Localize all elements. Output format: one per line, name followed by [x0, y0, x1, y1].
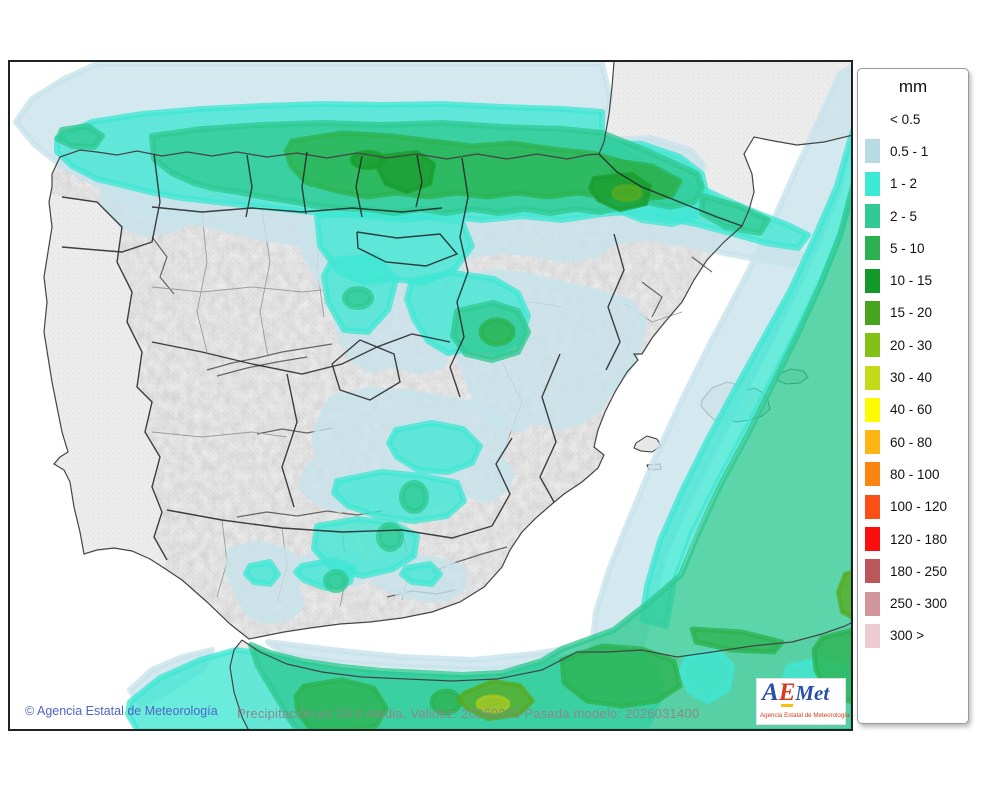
- legend-row: 250 - 300: [858, 587, 968, 619]
- precipitation-map: [8, 60, 853, 731]
- legend-label: 180 - 250: [890, 563, 948, 579]
- legend-label: 5 - 10: [890, 240, 925, 256]
- map-canvas: [10, 62, 851, 729]
- legend-label: 80 - 100: [890, 466, 940, 482]
- legend-row: 0.5 - 1: [858, 135, 968, 167]
- copyright-notice: © Agencia Estatal de Meteorología: [25, 704, 218, 718]
- aemet-logo: AEMet Agencia Estatal de Meteorología: [757, 677, 849, 724]
- logo-letter-a: A: [762, 679, 779, 706]
- legend-row: 20 - 30: [858, 329, 968, 361]
- legend-swatch: [865, 430, 880, 455]
- legend-swatch: [865, 559, 880, 584]
- map-caption: Precipitación en 24 h media. Validez: 20…: [237, 706, 700, 721]
- legend-row: 2 - 5: [858, 200, 968, 232]
- legend-swatch: [865, 494, 880, 519]
- legend-row: 30 - 40: [858, 361, 968, 393]
- legend-row: 180 - 250: [858, 555, 968, 587]
- legend-swatch: [865, 204, 880, 229]
- logo-subtitle: Agencia Estatal de Meteorología: [760, 712, 850, 719]
- legend-label: 20 - 30: [890, 337, 933, 353]
- legend-label: 300 >: [890, 628, 925, 644]
- legend-swatch: [865, 300, 880, 325]
- legend-row: 10 - 15: [858, 264, 968, 296]
- coastlines: [43, 62, 851, 729]
- legend-label: 1 - 2: [890, 176, 918, 192]
- legend-swatch: [865, 591, 880, 616]
- legend-row: 300 >: [858, 620, 968, 652]
- legend-label: 10 - 15: [890, 273, 933, 289]
- region-borders: [61, 151, 743, 561]
- legend-swatch: [865, 527, 880, 551]
- legend-label: 2 - 5: [890, 208, 918, 224]
- legend-row: 120 - 180: [858, 523, 968, 555]
- legend-title: mm: [898, 77, 928, 96]
- precip-20-30: [475, 694, 511, 714]
- legend-label: 100 - 120: [890, 499, 948, 515]
- legend-swatch: [865, 397, 880, 422]
- legend-row: 100 - 120: [858, 491, 968, 523]
- legend-row: 15 - 20: [858, 297, 968, 329]
- legend-row: 40 - 60: [858, 394, 968, 426]
- legend-label: 60 - 80: [890, 434, 933, 450]
- legend-label: < 0.5: [890, 111, 921, 127]
- legend-swatch: [865, 236, 880, 261]
- legend-swatch: [865, 365, 880, 390]
- legend-label: 120 - 180: [890, 531, 948, 547]
- legend-label: 0.5 - 1: [890, 143, 929, 159]
- legend-swatch: [865, 462, 880, 487]
- legend-swatch-empty: [865, 107, 880, 131]
- legend-label: 40 - 60: [890, 402, 933, 418]
- legend-label: 15 - 20: [890, 305, 933, 321]
- legend-swatch: [865, 139, 880, 164]
- logo-letters-met: Met: [795, 681, 830, 705]
- legend-items: < 0.5 0.5 - 1 1 - 2 2 - 5 5 - 10 10 - 15 15 - …: [858, 103, 968, 652]
- legend-row: 80 - 100: [858, 458, 968, 490]
- legend-row: 5 - 10: [858, 232, 968, 264]
- logo-yellow-accent: [781, 704, 793, 707]
- logo-letter-e: E: [778, 679, 796, 706]
- legend-row: 1 - 2: [858, 168, 968, 200]
- precipitation-legend: mm < 0.5 0.5 - 1 1 - 2 2 - 5 5 - 10 10 - 15 15…: [857, 68, 969, 724]
- legend-swatch: [865, 333, 880, 358]
- legend-swatch: [865, 268, 880, 293]
- legend-label: 250 - 300: [890, 596, 948, 612]
- logo-wordmark: AEMet: [762, 677, 829, 709]
- legend-row: < 0.5: [858, 103, 968, 135]
- legend-swatch: [865, 171, 880, 196]
- legend-swatch: [865, 623, 880, 648]
- legend-row: 60 - 80: [858, 426, 968, 458]
- legend-label: 30 - 40: [890, 370, 933, 386]
